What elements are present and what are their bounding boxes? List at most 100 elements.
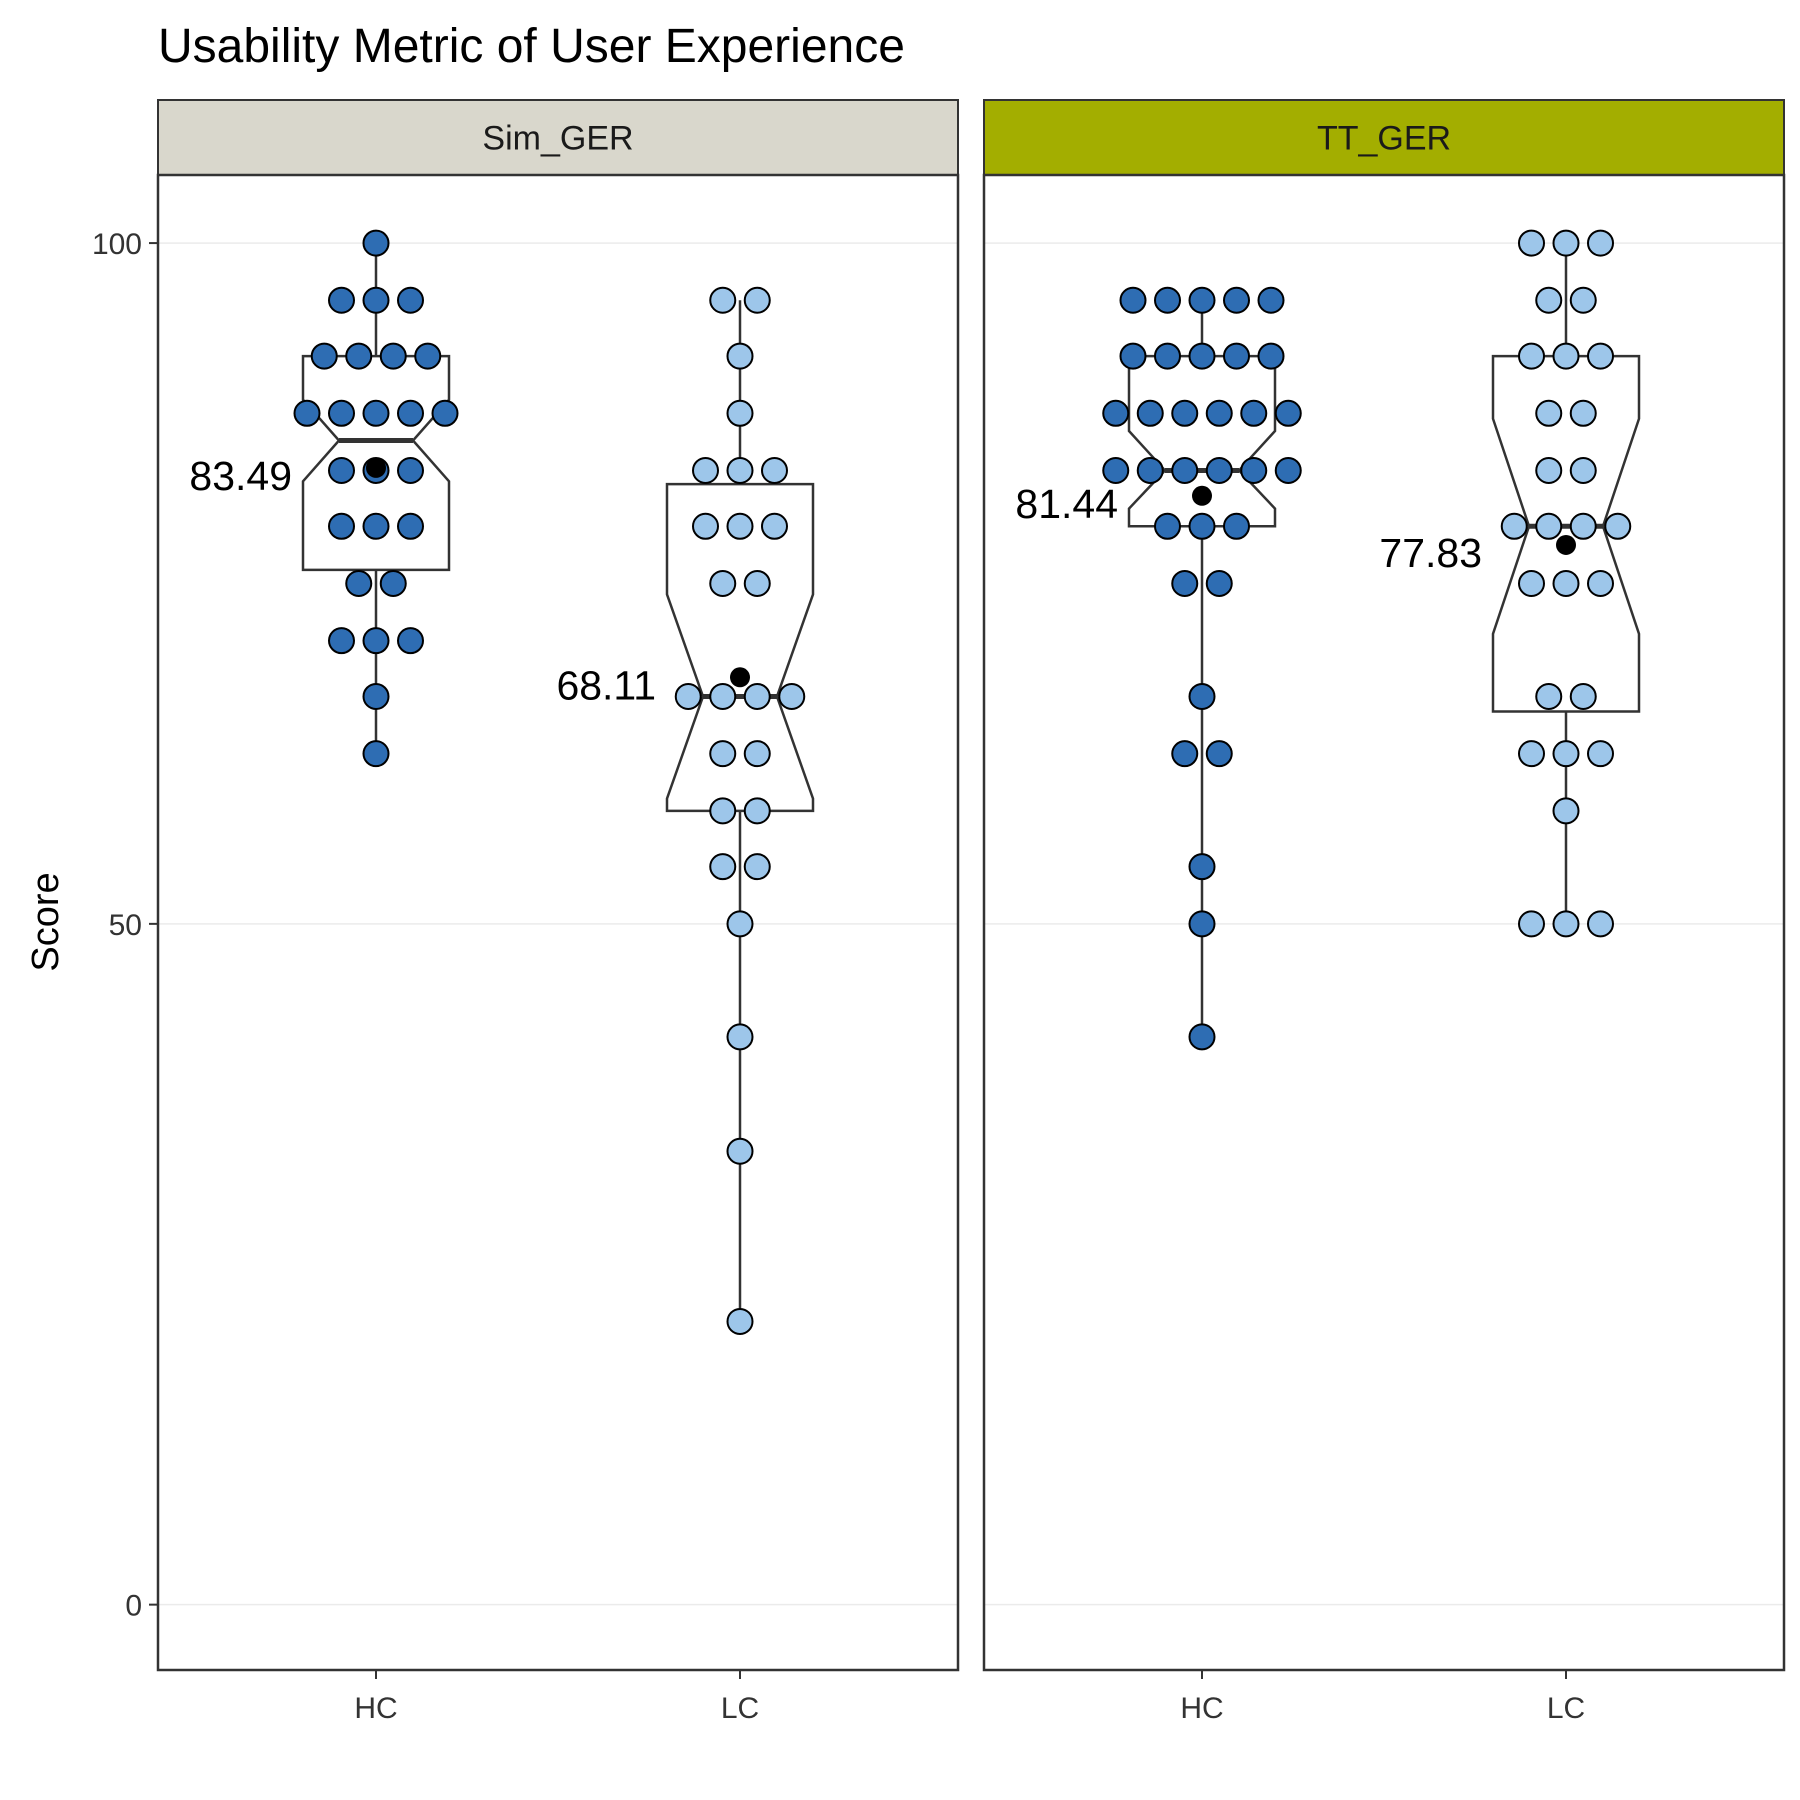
data-point [1188, 1023, 1216, 1051]
data-point [1171, 456, 1199, 484]
data-point [1569, 682, 1597, 710]
data-point [1154, 342, 1181, 370]
y-axis-title: Score [25, 872, 67, 971]
data-point [1223, 286, 1250, 314]
data-point [726, 910, 754, 938]
data-point [709, 286, 737, 314]
mean-point [730, 667, 750, 688]
x-tick-label: HC [354, 1692, 397, 1725]
data-point [1552, 569, 1580, 597]
data-point [1552, 910, 1580, 938]
data-point [692, 456, 719, 484]
facet-strip [983, 99, 1785, 176]
data-point [1102, 399, 1130, 427]
data-point [1205, 399, 1233, 427]
data-point [1518, 740, 1545, 768]
x-tick-label: LC [721, 1692, 759, 1725]
data-point [379, 342, 407, 370]
y-tick-label: 50 [109, 909, 142, 942]
data-point [397, 456, 424, 484]
data-point [1587, 569, 1614, 597]
data-point [743, 797, 771, 825]
data-point [1119, 342, 1147, 370]
data-point [726, 399, 754, 427]
mean-point [366, 457, 386, 478]
data-point [674, 682, 702, 710]
data-point [1535, 512, 1563, 540]
data-point [1240, 399, 1268, 427]
data-point [743, 569, 771, 597]
y-tick-label: 0 [125, 1590, 142, 1623]
data-point [397, 286, 424, 314]
data-point [1552, 342, 1580, 370]
data-point [1274, 456, 1302, 484]
data-point [743, 853, 771, 881]
data-point [1205, 456, 1233, 484]
data-point [397, 399, 424, 427]
data-point [1274, 399, 1302, 427]
data-point [709, 682, 737, 710]
data-point [362, 512, 390, 540]
data-point [1535, 399, 1563, 427]
facet-strip-label: Sim_GER [482, 120, 633, 158]
data-point [1223, 342, 1250, 370]
data-point [692, 512, 719, 540]
data-point [778, 682, 806, 710]
panel-border [156, 173, 960, 1672]
data-point [1587, 342, 1614, 370]
data-point [726, 1023, 754, 1051]
mean-point [1192, 485, 1212, 506]
facet-strip-label: TT_GER [1317, 120, 1451, 158]
data-point [743, 740, 771, 768]
chart-title: Usability Metric of User Experience [158, 20, 905, 73]
data-point [328, 456, 355, 484]
data-point [726, 342, 754, 370]
data-point [345, 569, 373, 597]
data-point [1188, 910, 1216, 938]
data-point [726, 456, 754, 484]
data-point [1171, 399, 1199, 427]
data-point [1500, 512, 1528, 540]
data-point [362, 682, 390, 710]
data-point [1552, 229, 1580, 257]
data-point [1119, 286, 1147, 314]
data-point [345, 342, 373, 370]
data-point [1518, 342, 1545, 370]
notched-box [1491, 354, 1641, 713]
data-point [1535, 286, 1563, 314]
data-point [362, 399, 390, 427]
y-tick-label: 100 [92, 228, 142, 261]
data-point [1171, 569, 1199, 597]
data-point [726, 1307, 754, 1335]
facet-panel-sim-ger: Sim_GER 83.49 HC 68.11 LC [156, 99, 960, 1725]
group-lc: 77.83 [1379, 229, 1641, 938]
data-point [1102, 456, 1130, 484]
data-point [414, 342, 442, 370]
data-point [1171, 740, 1199, 768]
data-point [1205, 740, 1233, 768]
data-point [1188, 342, 1216, 370]
data-point [1552, 740, 1580, 768]
mean-point [1556, 534, 1576, 555]
data-point [709, 797, 737, 825]
data-point [1518, 910, 1545, 938]
data-point [1569, 286, 1597, 314]
data-point [1257, 286, 1285, 314]
data-point [362, 740, 390, 768]
data-point [328, 399, 355, 427]
data-point [1604, 512, 1632, 540]
data-point [379, 569, 407, 597]
data-point [1205, 569, 1233, 597]
data-point [328, 286, 355, 314]
data-point [328, 512, 355, 540]
group-hc: 81.44 [1015, 286, 1302, 1051]
data-point [726, 1137, 754, 1165]
data-point [1188, 512, 1216, 540]
data-point [431, 399, 459, 427]
data-point [709, 740, 737, 768]
data-point [1188, 853, 1216, 881]
data-point [362, 229, 390, 257]
data-point [397, 627, 424, 655]
facet-panels: 0 50 100 Sim_GER 83.49 HC 68.11 LC TT_GER 81.44 HC… [92, 99, 1786, 1725]
